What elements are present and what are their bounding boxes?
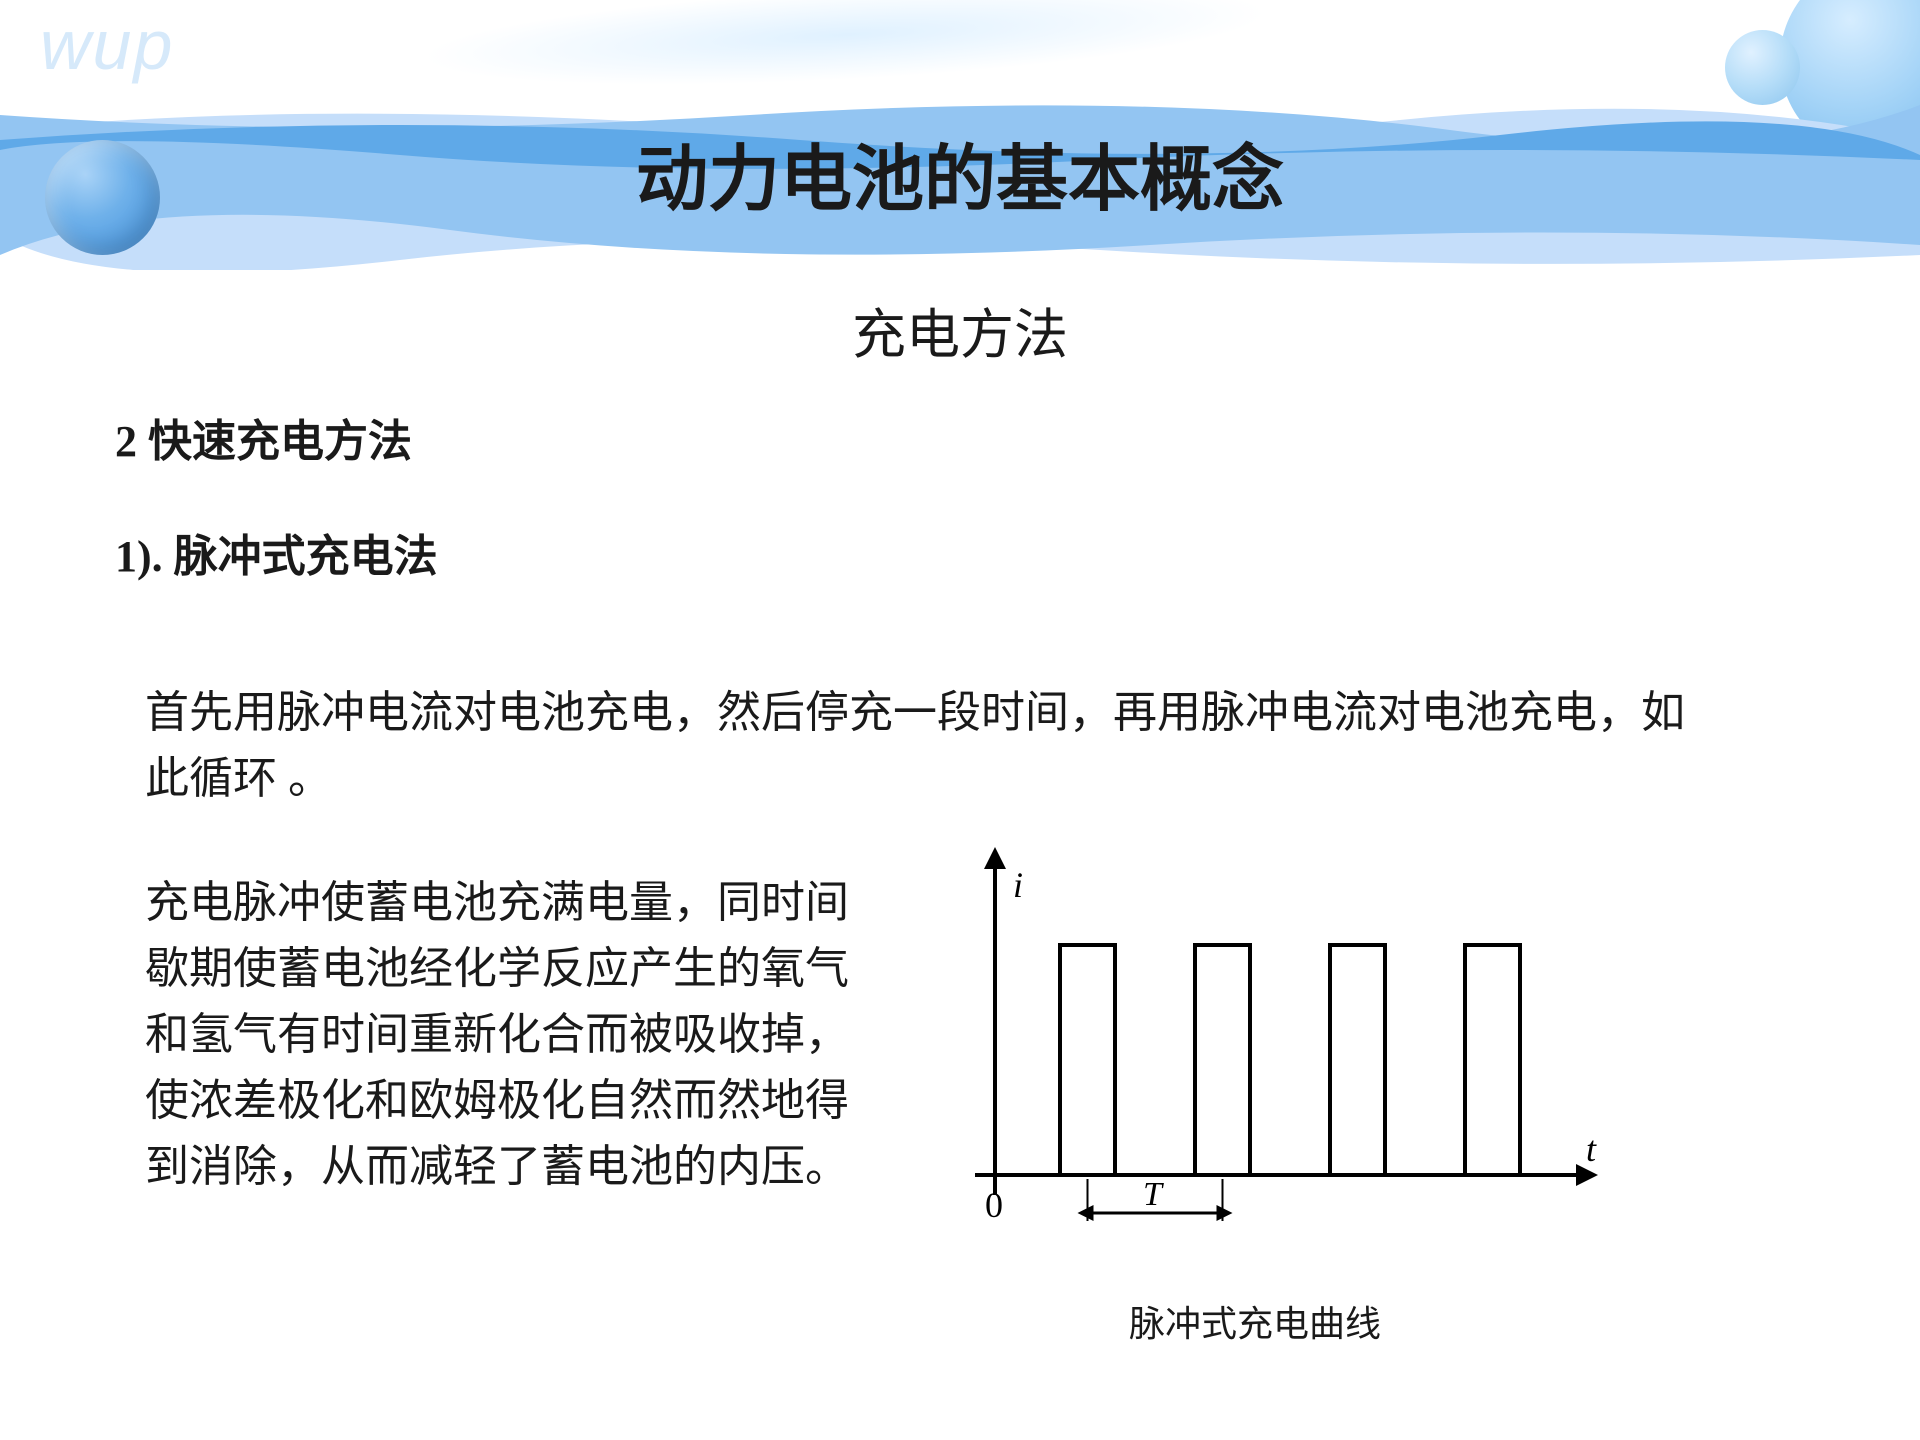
svg-text:T: T	[1143, 1176, 1164, 1213]
pulse-chart: i t 0 T	[900, 835, 1610, 1285]
chart-caption: 脉冲式充电曲线	[900, 1295, 1610, 1347]
bubble-small	[1725, 30, 1800, 105]
watermark-text: wup	[40, 5, 174, 85]
slide-subtitle: 充电方法	[0, 290, 1920, 369]
subsection-heading: 1). 脉冲式充电法	[115, 520, 438, 584]
intro-paragraph: 首先用脉冲电流对电池充电，然后停充一段时间，再用脉冲电流对电池充电，如此循环 。	[145, 680, 1715, 812]
slide-title: 动力电池的基本概念	[0, 120, 1920, 225]
reflection-decor	[418, 0, 1272, 102]
svg-text:i: i	[1013, 865, 1023, 905]
detail-paragraph: 充电脉冲使蓄电池充满电量，同时间歇期使蓄电池经化学反应产生的氧气和氢气有时间重新…	[145, 870, 855, 1200]
slide-root: wup 动力电池的基本概念 充电方法 2 快速充电方法 1). 脉冲式充电法 首…	[0, 0, 1920, 1440]
svg-text:t: t	[1586, 1129, 1597, 1169]
pulse-chart-svg: i t 0 T	[900, 835, 1610, 1285]
section-heading: 2 快速充电方法	[115, 405, 412, 469]
svg-text:0: 0	[985, 1185, 1003, 1225]
